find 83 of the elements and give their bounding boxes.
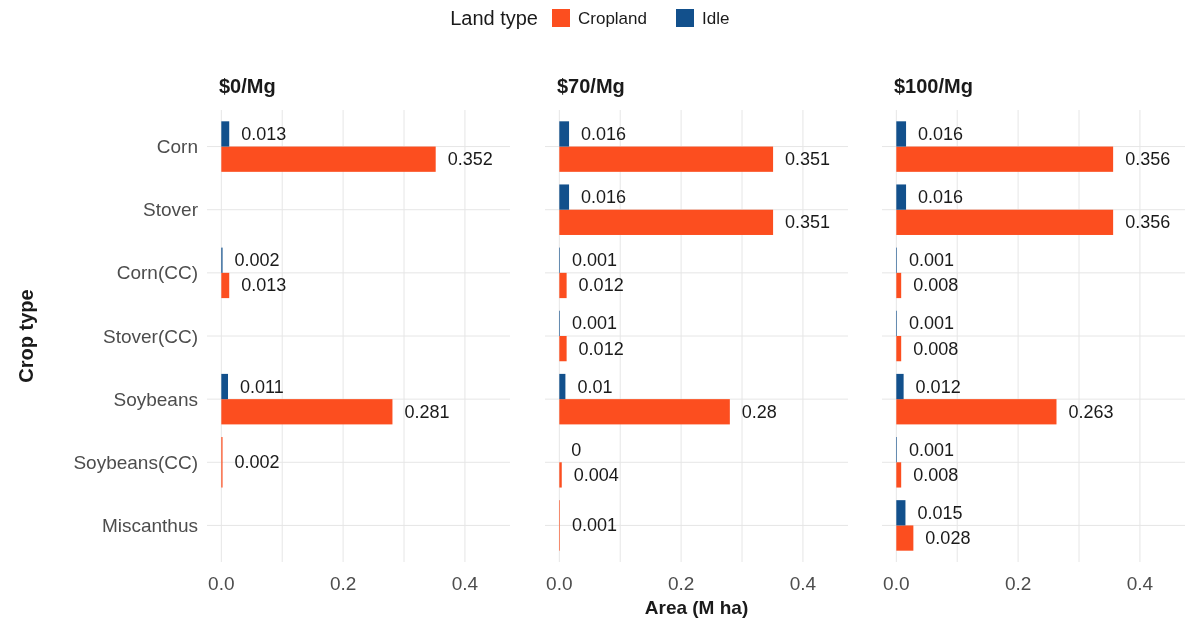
data-label: 0.351 [785, 212, 831, 233]
y-tick-label: Soybeans [113, 388, 198, 410]
bar [559, 146, 774, 172]
bar [221, 146, 436, 172]
x-tick-label: 0.4 [789, 573, 817, 594]
data-label: 0.012 [578, 275, 624, 296]
y-axis-title: Crop type [15, 289, 37, 383]
data-label: 0.002 [234, 452, 280, 473]
data-label: 0.016 [581, 187, 627, 208]
bar [896, 272, 902, 299]
chart-title: $0/Mg [219, 75, 276, 97]
data-label: 0.013 [241, 275, 287, 296]
data-label: 0.01 [577, 376, 613, 397]
y-tick-label: Corn(CC) [116, 262, 198, 284]
data-label: 0.008 [913, 275, 959, 296]
bar [896, 462, 902, 488]
y-tick-label: Stover [143, 199, 199, 221]
data-label: 0.013 [241, 123, 287, 144]
data-label: 0.008 [913, 464, 959, 485]
data-label: 0.012 [915, 376, 961, 397]
y-tick-label: Soybeans(CC) [73, 451, 198, 473]
data-label: 0.028 [925, 528, 971, 549]
data-label: 0.015 [917, 502, 963, 523]
x-tick-label: 0.4 [1126, 573, 1154, 594]
y-tick-label: Miscanthus [101, 514, 198, 536]
chart-title: $100/Mg [894, 75, 973, 97]
x-axis-title: Area (M ha) [644, 597, 749, 618]
data-label: 0.016 [918, 123, 964, 144]
data-label: 0.352 [447, 149, 493, 170]
x-tick-label: 0.4 [451, 573, 479, 594]
data-label: 0.016 [918, 187, 964, 208]
y-tick-label: Corn [156, 136, 198, 158]
legend-label: Idle [702, 8, 730, 28]
bar [221, 373, 229, 400]
data-label: 0.356 [1125, 212, 1171, 233]
bar [896, 336, 902, 362]
bar [559, 209, 774, 235]
bar [221, 272, 230, 299]
bar [896, 373, 904, 400]
data-label: 0.011 [240, 376, 284, 397]
data-label: 0 [571, 439, 582, 460]
data-label: 0.356 [1125, 149, 1171, 170]
legend-title: Land type [450, 7, 538, 29]
y-tick-label: Stover(CC) [102, 325, 198, 347]
data-label: 0.004 [573, 464, 619, 485]
data-label: 0.001 [908, 439, 954, 460]
x-tick-label: 0.0 [883, 573, 910, 594]
x-tick-label: 0.2 [667, 573, 695, 594]
bar [896, 500, 906, 526]
x-tick-label: 0.0 [546, 573, 573, 594]
data-label: 0.28 [741, 401, 777, 422]
bar [559, 121, 570, 147]
bar [559, 399, 730, 425]
bar [221, 121, 230, 147]
x-tick-label: 0.2 [1004, 573, 1032, 594]
bar [559, 272, 567, 299]
bar [896, 399, 1057, 425]
bar [559, 462, 562, 488]
legend-label: Cropland [578, 8, 647, 28]
data-label: 0.281 [404, 401, 450, 422]
bar [896, 209, 1114, 235]
chart-title: $70/Mg [557, 75, 625, 97]
x-tick-label: 0.0 [208, 573, 235, 594]
data-label: 0.012 [578, 338, 624, 359]
data-label: 0.016 [581, 123, 627, 144]
data-label: 0.001 [908, 313, 954, 334]
x-tick-label: 0.2 [329, 573, 357, 594]
data-label: 0.001 [571, 515, 617, 536]
bar [896, 121, 907, 147]
bar [559, 336, 567, 362]
bar [221, 399, 393, 425]
data-label: 0.351 [785, 149, 831, 170]
bar [896, 525, 914, 551]
data-label: 0.002 [234, 250, 280, 271]
bar [896, 184, 907, 210]
data-label: 0.001 [908, 250, 954, 271]
data-label: 0.263 [1068, 401, 1114, 422]
data-label: 0.001 [571, 313, 617, 334]
bar [559, 184, 570, 210]
bar [896, 146, 1114, 172]
data-label: 0.001 [571, 250, 617, 271]
data-label: 0.008 [913, 338, 959, 359]
bar [559, 373, 566, 400]
